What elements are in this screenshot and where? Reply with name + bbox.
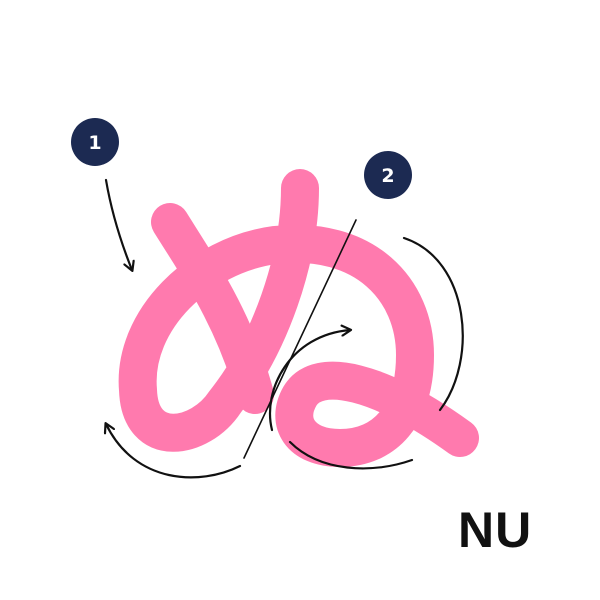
step-badge-2-number: 2 — [381, 165, 394, 187]
step-badge-2: 2 — [364, 151, 412, 199]
stroke-1-loop-arrow-icon — [106, 424, 242, 479]
stroke-2-inner-arrow-icon — [268, 330, 350, 432]
step-badge-1: 1 — [71, 118, 119, 166]
romaji-label: NU — [458, 502, 533, 558]
step-badge-1-number: 1 — [88, 132, 101, 154]
stroke-2-bottom-arc — [288, 440, 414, 470]
stroke-divider-line — [243, 219, 357, 459]
stroke-1-direction-arrow-icon — [104, 178, 132, 270]
stroke-2-outer-arc — [402, 236, 464, 412]
kana-stroke-2 — [118, 169, 479, 467]
